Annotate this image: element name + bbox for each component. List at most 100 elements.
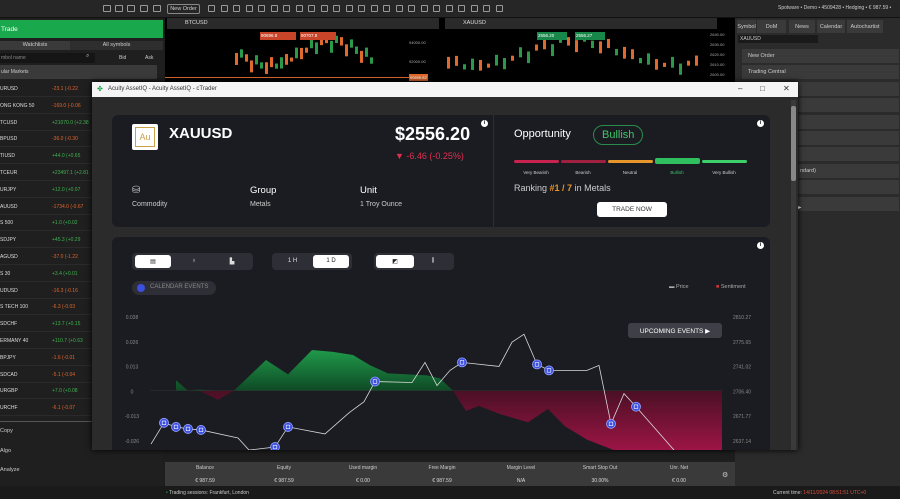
watchlist-title[interactable]: ular Markets <box>0 65 157 79</box>
chart-tool-icon[interactable] <box>370 5 378 12</box>
calendar-event-marker[interactable] <box>183 424 193 434</box>
algo-nav[interactable]: Algo <box>0 448 12 454</box>
watchlist-row[interactable]: SDJPY +45.3 (+0.29 <box>0 232 93 249</box>
chart-tool-icon[interactable] <box>245 5 253 12</box>
trade-now-button[interactable]: TRADE NOW <box>597 202 667 217</box>
tab-news[interactable]: News <box>789 20 815 33</box>
watchlist-row[interactable]: URCHF -6.1 (-0.07 <box>0 400 93 417</box>
chart-tool-icon[interactable] <box>458 5 465 12</box>
xau-buy-price[interactable]: 2556.27 <box>575 32 605 40</box>
toolbar-icon[interactable] <box>127 5 135 12</box>
chart-tool-icon[interactable] <box>408 5 415 12</box>
symbol-panel-item[interactable]: New Order <box>742 49 899 63</box>
chart-tool-icon[interactable] <box>283 5 290 12</box>
watchlist-row[interactable]: AGUSD -37.0 (-1.22 <box>0 249 93 265</box>
watchlist-row[interactable]: ONG KONG 50 -169.0 (-0.06 <box>0 98 93 114</box>
btcusd-chart-header[interactable]: BTCUSD <box>167 18 439 29</box>
watchlist-row[interactable]: UDUSD -16.3 (-0.16 <box>0 283 93 299</box>
search-icon[interactable]: ⌕ <box>86 53 90 59</box>
symbol-panel-item[interactable]: Trading Central <box>742 65 899 80</box>
account-settings-icon[interactable]: ⚙ <box>722 472 729 479</box>
chart-tool-icon[interactable] <box>308 5 315 12</box>
calendar-event-marker[interactable] <box>457 357 467 368</box>
candles-chart-button[interactable]: ⫼ <box>431 258 435 264</box>
tab-dom[interactable]: DoM <box>757 20 786 33</box>
calendar-event-marker[interactable] <box>196 425 206 435</box>
calendar-event-marker[interactable] <box>283 422 293 432</box>
calendar-event-marker[interactable] <box>544 365 554 376</box>
chart-tool-icon[interactable] <box>495 5 503 12</box>
chart-tool-icon[interactable] <box>258 5 265 12</box>
chart-tool-icon[interactable] <box>320 5 328 12</box>
chart-tool-icon[interactable] <box>383 5 390 12</box>
calendar-event-marker[interactable] <box>631 401 641 412</box>
calendar-event-marker[interactable] <box>532 359 542 370</box>
watchlist-row[interactable]: S 500 +1.0 (+0.02 <box>0 215 93 232</box>
xau-sell-price[interactable]: 2556.20 <box>537 32 567 40</box>
watchlist-row[interactable]: URGBP +7.0 (+0.08 <box>0 383 93 400</box>
tab-calendar[interactable]: Calendar <box>817 20 845 33</box>
chart-tool-icon[interactable] <box>333 5 340 12</box>
chart-tool-icon[interactable] <box>295 5 303 12</box>
watchlist-row[interactable]: BPJPY -1.6 (-0.01 <box>0 350 93 366</box>
maximize-button[interactable]: □ <box>760 84 765 93</box>
calendar-event-marker[interactable] <box>159 417 169 428</box>
watchlist-row[interactable]: BPUSD -36.0 (-0.30 <box>0 131 93 148</box>
calendar-events-toggle[interactable]: CALENDAR EVENTS <box>132 281 217 295</box>
copy-nav[interactable]: Copy <box>0 428 13 434</box>
btc-sell-price[interactable]: 90696.8 <box>260 32 296 40</box>
account-info[interactable]: Spotware • Demo • 4509428 • Hedging • € … <box>778 5 892 11</box>
calendar-event-marker[interactable] <box>370 376 380 387</box>
chart-tool-icon[interactable] <box>270 5 278 12</box>
chart-tool-icon[interactable] <box>345 5 353 12</box>
watchlist-row[interactable]: AUUSD -1734.0 (-0.67 <box>0 199 93 215</box>
info-icon[interactable]: i <box>757 242 764 249</box>
timeframe-1d[interactable]: 1 D <box>313 255 349 268</box>
new-order-button[interactable]: New Order <box>167 4 200 14</box>
info-icon[interactable]: i <box>757 120 764 127</box>
tab-autochartist[interactable]: Autochartist <box>847 20 883 33</box>
calendar-event-marker[interactable] <box>171 422 181 432</box>
chart-tool-icon[interactable] <box>395 5 403 12</box>
watchlist-row[interactable]: S 30 +3.4 (+0.01 <box>0 266 93 282</box>
watchlist-row[interactable]: TIUSD +44.0 (+0.65 <box>0 148 93 165</box>
ideas-view-button[interactable]: ♁ <box>191 258 197 264</box>
calendar-view-button[interactable]: ▤ <box>135 255 171 268</box>
upcoming-events-button[interactable]: UPCOMING EVENTS ▶ <box>628 323 722 338</box>
chart-tool-icon[interactable] <box>433 5 440 12</box>
watchlist-row[interactable]: URJPY +12.0 (+0.07 <box>0 182 93 198</box>
symbol-search-input[interactable]: mbol name <box>0 53 95 63</box>
chart-tool-icon[interactable] <box>233 5 240 12</box>
fundamentals-view-button[interactable]: ▙ <box>229 259 235 265</box>
tab-symbol[interactable]: Symbol <box>737 20 756 33</box>
close-button[interactable]: ✕ <box>783 84 790 93</box>
watchlist-row[interactable]: SDCAD -5.1 (-0.04 <box>0 367 93 383</box>
calendar-event-marker[interactable] <box>606 418 616 429</box>
watchlist-row[interactable]: ERMANY 40 +110.7 (+0.63 <box>0 333 93 349</box>
chart-tool-icon[interactable] <box>470 5 478 12</box>
watchlist-row[interactable]: SDCHF +13.7 (+0.15 <box>0 316 93 333</box>
toolbar-icon[interactable] <box>115 5 123 12</box>
watchlist-row[interactable]: TCEUR +23497.1 (+2.81 <box>0 165 93 181</box>
toolbar-icon[interactable] <box>153 5 161 12</box>
minimize-button[interactable]: – <box>738 84 743 93</box>
tab-watchlists[interactable]: Watchlists <box>0 41 70 50</box>
chart-tool-icon[interactable] <box>220 5 228 12</box>
symbol-select[interactable]: XAUUSD <box>738 35 818 43</box>
sentiment-chart-button[interactable]: ◩ <box>376 255 414 268</box>
chart-tool-icon[interactable] <box>483 5 490 12</box>
chart-tool-icon[interactable] <box>420 5 428 12</box>
btc-buy-price[interactable]: 90707.8 <box>300 32 336 40</box>
chart-tool-icon[interactable] <box>208 5 215 12</box>
calendar-event-marker[interactable] <box>270 442 280 450</box>
watchlist-row[interactable]: TCUSD +21070.0 (+2.38 <box>0 115 93 131</box>
watchlist-row[interactable]: URUSD -23.1 (-0.22 <box>0 81 93 97</box>
chart-tool-icon[interactable] <box>445 5 453 12</box>
analyze-nav[interactable]: Analyze <box>0 467 20 473</box>
xauusd-chart-header[interactable]: XAUUSD <box>445 18 717 29</box>
trade-header[interactable]: Trade <box>0 20 163 38</box>
info-icon[interactable]: i <box>481 120 488 127</box>
toolbar-icon[interactable] <box>140 5 148 12</box>
timeframe-1h[interactable]: 1 H <box>287 258 298 264</box>
tab-all-symbols[interactable]: All symbols <box>70 41 163 50</box>
